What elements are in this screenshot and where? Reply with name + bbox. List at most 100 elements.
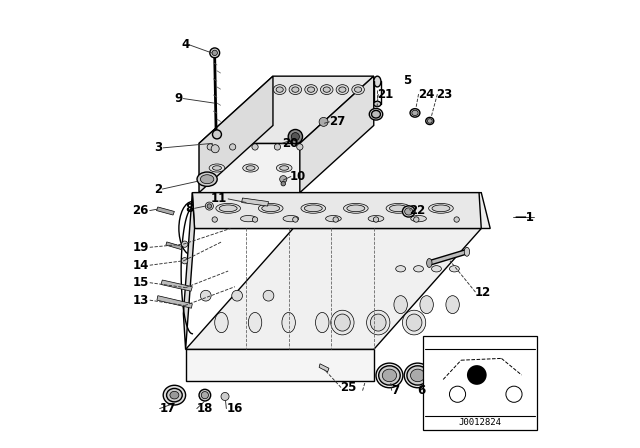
Ellipse shape xyxy=(276,87,284,92)
Text: 16: 16 xyxy=(227,402,243,415)
Circle shape xyxy=(211,145,220,153)
Text: 14: 14 xyxy=(132,258,149,272)
Ellipse shape xyxy=(396,266,406,272)
Ellipse shape xyxy=(376,363,403,388)
Polygon shape xyxy=(242,198,269,206)
Ellipse shape xyxy=(305,205,323,212)
Circle shape xyxy=(200,290,211,301)
Ellipse shape xyxy=(429,203,453,213)
Circle shape xyxy=(252,144,258,150)
Ellipse shape xyxy=(344,203,368,213)
Text: 6: 6 xyxy=(418,384,426,397)
Ellipse shape xyxy=(368,215,384,222)
Polygon shape xyxy=(161,280,192,291)
Ellipse shape xyxy=(216,203,241,213)
Ellipse shape xyxy=(355,87,362,92)
Circle shape xyxy=(275,144,280,150)
Text: 10: 10 xyxy=(289,170,306,183)
Text: 9: 9 xyxy=(174,92,182,105)
Ellipse shape xyxy=(262,205,280,212)
Ellipse shape xyxy=(406,314,422,331)
Polygon shape xyxy=(157,207,174,215)
Ellipse shape xyxy=(403,310,426,335)
Ellipse shape xyxy=(413,266,424,272)
Ellipse shape xyxy=(259,203,283,213)
Ellipse shape xyxy=(316,313,329,332)
Ellipse shape xyxy=(336,85,349,95)
Polygon shape xyxy=(192,193,481,228)
Ellipse shape xyxy=(170,392,179,399)
Polygon shape xyxy=(157,296,192,308)
Ellipse shape xyxy=(219,205,237,212)
Ellipse shape xyxy=(301,203,326,213)
Ellipse shape xyxy=(411,215,426,222)
Circle shape xyxy=(207,204,212,208)
Circle shape xyxy=(292,217,298,222)
Text: 13: 13 xyxy=(132,293,149,307)
Ellipse shape xyxy=(432,205,450,212)
Text: 5: 5 xyxy=(403,74,411,87)
Text: 22: 22 xyxy=(410,204,426,217)
Ellipse shape xyxy=(464,247,470,256)
Text: J0012824: J0012824 xyxy=(459,418,502,426)
Text: 3: 3 xyxy=(154,141,163,155)
Circle shape xyxy=(252,217,258,222)
Ellipse shape xyxy=(347,205,365,212)
Ellipse shape xyxy=(371,314,386,331)
Text: 21: 21 xyxy=(378,87,394,101)
Text: 24: 24 xyxy=(418,87,434,101)
Circle shape xyxy=(319,117,328,126)
Text: 17: 17 xyxy=(159,402,176,415)
Text: 11: 11 xyxy=(211,192,227,206)
Polygon shape xyxy=(186,228,481,349)
Text: 20: 20 xyxy=(282,137,298,150)
Ellipse shape xyxy=(431,266,442,272)
Ellipse shape xyxy=(374,101,381,107)
Ellipse shape xyxy=(420,296,433,314)
Circle shape xyxy=(454,217,460,222)
Ellipse shape xyxy=(394,296,408,314)
Text: 23: 23 xyxy=(436,87,452,101)
Ellipse shape xyxy=(339,87,346,92)
Polygon shape xyxy=(319,364,329,372)
Circle shape xyxy=(207,144,213,150)
Ellipse shape xyxy=(382,369,397,382)
Circle shape xyxy=(199,389,211,401)
Circle shape xyxy=(182,241,188,247)
Bar xyxy=(423,336,538,430)
Text: 26: 26 xyxy=(132,204,149,217)
Text: 25: 25 xyxy=(340,381,356,394)
Ellipse shape xyxy=(407,366,428,385)
Ellipse shape xyxy=(449,266,460,272)
Ellipse shape xyxy=(323,87,330,92)
Ellipse shape xyxy=(307,87,315,92)
Circle shape xyxy=(467,365,486,385)
Circle shape xyxy=(333,217,339,222)
Ellipse shape xyxy=(386,203,411,213)
Ellipse shape xyxy=(243,164,259,172)
Text: 2: 2 xyxy=(154,182,163,196)
Ellipse shape xyxy=(212,166,221,170)
Ellipse shape xyxy=(215,313,228,332)
Polygon shape xyxy=(195,193,490,228)
Ellipse shape xyxy=(321,85,333,95)
Ellipse shape xyxy=(426,117,434,125)
Circle shape xyxy=(212,130,221,139)
Ellipse shape xyxy=(305,85,317,95)
Circle shape xyxy=(413,217,419,222)
Circle shape xyxy=(297,144,303,150)
Ellipse shape xyxy=(427,258,432,267)
Circle shape xyxy=(280,176,287,183)
Text: —1: —1 xyxy=(515,211,534,224)
Ellipse shape xyxy=(197,172,217,186)
Circle shape xyxy=(221,392,229,401)
Circle shape xyxy=(182,258,188,264)
Ellipse shape xyxy=(410,109,420,117)
Circle shape xyxy=(210,48,220,58)
Ellipse shape xyxy=(282,313,296,332)
Ellipse shape xyxy=(289,85,301,95)
Ellipse shape xyxy=(428,119,432,123)
Text: 18: 18 xyxy=(197,402,213,415)
Polygon shape xyxy=(429,250,467,265)
Polygon shape xyxy=(184,193,195,349)
